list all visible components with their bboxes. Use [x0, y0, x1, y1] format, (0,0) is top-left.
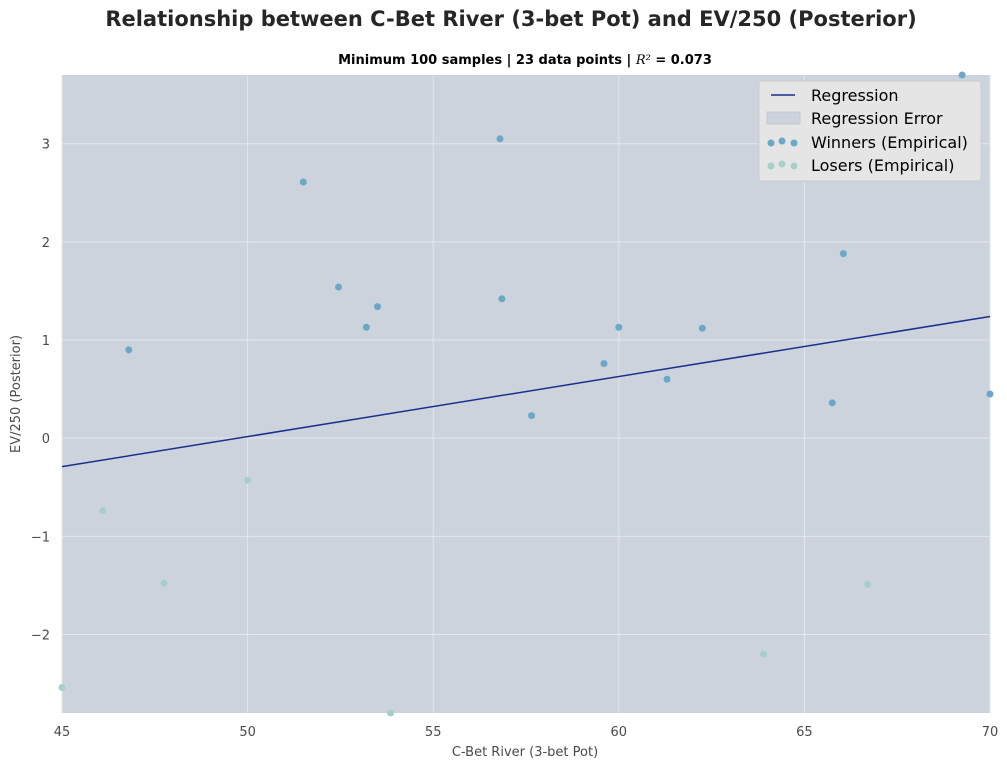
y-tick-label: 1 [42, 334, 50, 349]
x-tick-label: 50 [239, 725, 256, 740]
winner-point [615, 323, 623, 331]
winner-point [299, 178, 307, 186]
loser-point [244, 476, 252, 484]
winner-point [125, 346, 133, 354]
winner-point [362, 323, 370, 331]
data-points [58, 71, 994, 717]
x-axis-ticks: 45 50 55 60 65 70 [54, 725, 999, 740]
y-tick-label: 2 [42, 236, 50, 251]
winner-point [335, 283, 343, 291]
y-tick-label: −2 [31, 628, 50, 643]
legend-error-swatch [766, 111, 801, 125]
loser-point [160, 579, 168, 587]
legend-losers-dot [790, 162, 798, 170]
x-tick-label: 60 [611, 725, 628, 740]
y-axis-ticks: −2 −1 0 1 2 3 [31, 138, 50, 644]
winner-point [828, 399, 836, 407]
legend-winners-dot [778, 137, 786, 145]
winner-point [958, 71, 966, 79]
legend-error-label: Regression Error [811, 109, 943, 128]
winner-point [600, 360, 608, 368]
legend-losers-swatch [767, 160, 798, 170]
legend-winners-label: Winners (Empirical) [811, 133, 968, 152]
loser-point [760, 650, 768, 658]
loser-point [387, 709, 395, 717]
winner-point [986, 390, 994, 398]
y-tick-label: 0 [42, 432, 50, 447]
winner-point [663, 375, 671, 383]
regression-layer [61, 315, 991, 468]
legend-regression-label: Regression [811, 86, 899, 105]
loser-point [99, 507, 107, 515]
winner-point [496, 135, 504, 143]
loser-point [864, 580, 872, 588]
winner-point [839, 250, 847, 258]
winner-point [698, 324, 706, 332]
legend: Regression Regression Error Winners (Emp… [758, 80, 982, 182]
winner-point [374, 303, 382, 311]
legend-winners-swatch [767, 137, 798, 147]
legend-losers-label: Losers (Empirical) [811, 156, 954, 175]
x-tick-label: 55 [425, 725, 442, 740]
x-axis-label: C-Bet River (3-bet Pot) [452, 745, 598, 760]
y-axis-label: EV/250 (Posterior) [9, 335, 24, 453]
legend-losers-dot [778, 160, 786, 168]
winner-point [498, 295, 506, 303]
loser-point [58, 683, 66, 691]
regression-line [61, 315, 991, 468]
legend-winners-dot [767, 139, 775, 147]
r-squared-symbol: R² [635, 53, 651, 68]
legend-losers-dot [767, 162, 775, 170]
winner-point [528, 412, 536, 420]
x-tick-label: 65 [796, 725, 813, 740]
legend-box [758, 80, 982, 182]
legend-winners-dot [790, 139, 798, 147]
y-tick-label: 3 [42, 138, 50, 153]
chart-title: Relationship between C-Bet River (3-bet … [105, 7, 917, 31]
y-tick-label: −1 [31, 530, 50, 545]
x-tick-label: 45 [54, 725, 71, 740]
chart-subtitle: Minimum 100 samples | 23 data points | R… [0, 53, 1007, 68]
x-tick-label: 70 [982, 725, 999, 740]
subtitle-prefix: Minimum 100 samples | 23 data points | [338, 53, 636, 68]
r-squared-value: = 0.073 [650, 53, 712, 68]
